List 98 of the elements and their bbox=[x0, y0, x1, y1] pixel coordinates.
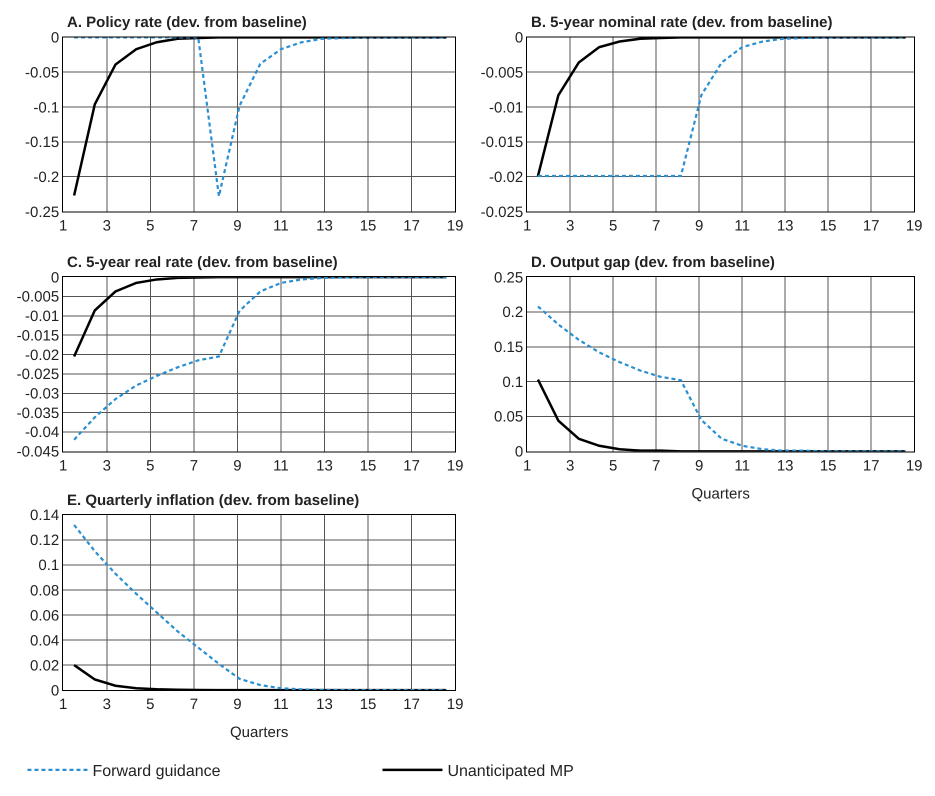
x-tick-label: 7 bbox=[652, 457, 660, 474]
chart-title: B. 5-year nominal rate (dev. from baseline) bbox=[531, 14, 832, 31]
chart-title: D. Output gap (dev. from baseline) bbox=[531, 254, 775, 271]
y-tick-label: 0.08 bbox=[30, 582, 60, 600]
x-tick-label: 15 bbox=[360, 218, 376, 235]
y-tick-label: -0.02 bbox=[488, 168, 524, 186]
y-tick-label: -0.25 bbox=[25, 204, 60, 221]
chart-title: E. Quarterly inflation (dev. from baseline) bbox=[67, 492, 360, 509]
x-tick-label: 9 bbox=[233, 696, 242, 714]
y-tick-label: -0.025 bbox=[480, 204, 524, 221]
y-tick-label: 0.02 bbox=[30, 657, 60, 674]
x-tick-label: 17 bbox=[403, 218, 420, 235]
chart-title: C. 5-year real rate (dev. from baseline) bbox=[67, 254, 338, 271]
x-tick-label: 13 bbox=[316, 696, 333, 714]
x-tick-label: 11 bbox=[273, 457, 289, 474]
y-tick-label: 0.1 bbox=[502, 374, 524, 391]
y-tick-label: -0.015 bbox=[16, 327, 60, 344]
y-tick-label: 0 bbox=[50, 30, 60, 47]
y-tick-label: -0.015 bbox=[480, 134, 524, 152]
x-tick-label: 15 bbox=[820, 218, 837, 235]
line-series bbox=[536, 305, 907, 452]
y-tick-label: 0 bbox=[50, 682, 60, 700]
x-tick-label: 1 bbox=[59, 457, 68, 474]
y-tick-label: -0.15 bbox=[25, 134, 60, 152]
y-tick-label: 0.1 bbox=[38, 557, 60, 574]
x-tick-label: 9 bbox=[695, 218, 704, 235]
y-tick-label: -0.1 bbox=[33, 99, 60, 116]
x-tick-label: 1 bbox=[523, 457, 532, 474]
x-tick-label: 15 bbox=[820, 457, 837, 474]
y-tick-label: 0.12 bbox=[30, 532, 60, 550]
x-tick-label: 13 bbox=[316, 457, 333, 474]
x-tick-label: 13 bbox=[776, 218, 794, 235]
x-tick-label: 1 bbox=[59, 696, 68, 714]
x-tick-label: 3 bbox=[566, 218, 574, 235]
x-tick-label: 11 bbox=[734, 457, 750, 474]
x-tick-label: 17 bbox=[862, 457, 880, 474]
x-axis-title: Quarters bbox=[230, 724, 288, 742]
legend-label: Unanticipated MP bbox=[447, 763, 574, 780]
x-tick-label: 19 bbox=[446, 457, 464, 474]
y-tick-label: -0.035 bbox=[16, 404, 60, 422]
y-tick-label: -0.05 bbox=[25, 64, 60, 82]
y-tick-label: -0.2 bbox=[33, 168, 60, 186]
y-tick-label: 0 bbox=[50, 269, 60, 286]
y-tick-label: 0 bbox=[514, 30, 524, 47]
y-tick-label: -0.01 bbox=[488, 99, 524, 116]
y-tick-label: -0.005 bbox=[480, 64, 524, 82]
x-tick-label: 19 bbox=[906, 218, 923, 235]
x-tick-label: 19 bbox=[446, 218, 464, 235]
x-tick-label: 11 bbox=[273, 218, 289, 235]
line-series bbox=[73, 277, 448, 441]
x-tick-label: 1 bbox=[523, 218, 532, 235]
x-tick-label: 5 bbox=[146, 696, 154, 714]
x-tick-label: 3 bbox=[102, 696, 111, 714]
y-tick-label: 0.15 bbox=[494, 339, 524, 356]
x-tick-label: 13 bbox=[316, 218, 333, 235]
y-tick-label: 0.2 bbox=[502, 304, 524, 322]
x-tick-label: 7 bbox=[190, 696, 198, 714]
x-tick-label: 5 bbox=[146, 218, 154, 235]
y-tick-label: -0.025 bbox=[16, 366, 60, 384]
y-tick-label: -0.01 bbox=[25, 308, 60, 326]
y-tick-label: 0.25 bbox=[494, 269, 524, 286]
x-tick-label: 7 bbox=[652, 218, 660, 235]
x-tick-label: 3 bbox=[566, 457, 574, 474]
x-tick-label: 11 bbox=[273, 696, 289, 714]
x-tick-label: 17 bbox=[862, 218, 880, 235]
x-axis-title: Quarters bbox=[692, 485, 750, 502]
x-tick-label: 5 bbox=[146, 457, 154, 474]
x-tick-label: 11 bbox=[734, 218, 750, 235]
y-tick-label: 0.06 bbox=[30, 607, 60, 624]
x-tick-label: 5 bbox=[609, 218, 618, 235]
y-tick-label: -0.04 bbox=[25, 424, 60, 442]
x-tick-label: 9 bbox=[233, 457, 242, 474]
y-tick-label: -0.005 bbox=[16, 288, 60, 306]
x-tick-label: 19 bbox=[446, 696, 464, 714]
x-tick-label: 1 bbox=[59, 218, 68, 235]
y-tick-label: 0.04 bbox=[30, 632, 60, 650]
x-tick-label: 17 bbox=[403, 696, 420, 714]
x-tick-label: 13 bbox=[776, 457, 794, 474]
x-tick-label: 15 bbox=[360, 457, 376, 474]
y-tick-label: -0.02 bbox=[25, 346, 60, 364]
x-tick-label: 9 bbox=[233, 218, 242, 235]
line-series bbox=[73, 524, 448, 690]
y-tick-label: -0.03 bbox=[25, 386, 60, 403]
x-tick-label: 7 bbox=[190, 218, 198, 235]
legend-label: Forward guidance bbox=[92, 763, 221, 780]
chart-title: A. Policy rate (dev. from baseline) bbox=[67, 14, 307, 31]
x-tick-label: 3 bbox=[102, 457, 111, 474]
x-tick-label: 17 bbox=[403, 457, 420, 474]
y-tick-label: 0.14 bbox=[30, 507, 60, 524]
y-tick-label: -0.045 bbox=[16, 444, 60, 461]
y-tick-label: 0 bbox=[514, 444, 524, 461]
x-tick-label: 7 bbox=[190, 457, 198, 474]
x-tick-label: 9 bbox=[695, 457, 704, 474]
x-tick-label: 15 bbox=[360, 696, 376, 714]
y-tick-label: 0.05 bbox=[494, 408, 524, 426]
x-tick-label: 5 bbox=[609, 457, 618, 474]
x-tick-label: 3 bbox=[102, 218, 111, 235]
x-tick-label: 19 bbox=[906, 457, 923, 474]
